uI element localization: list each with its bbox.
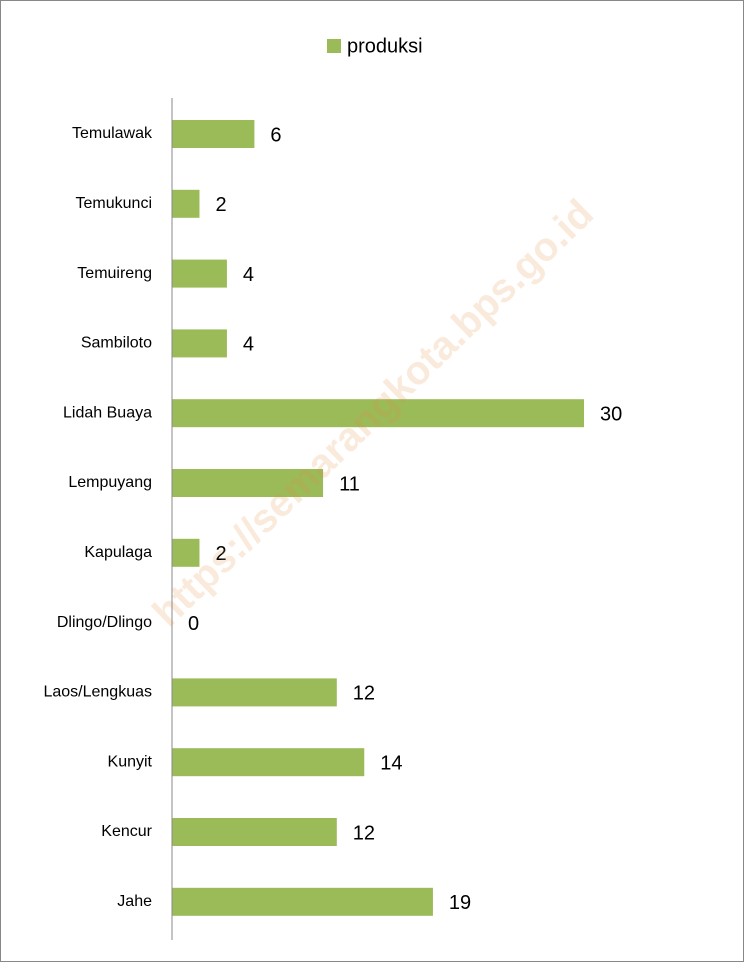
legend-label: produksi (347, 35, 423, 57)
bar (172, 678, 337, 707)
y-tick-label: Temuireng (77, 265, 152, 282)
bar (172, 120, 255, 148)
value-label: 4 (243, 334, 254, 356)
y-tick-label: Laos/Lengkuas (43, 684, 152, 701)
bar (172, 329, 227, 358)
value-label: 19 (449, 892, 471, 914)
value-label: 4 (243, 264, 254, 286)
value-label: 12 (353, 683, 375, 705)
y-tick-label: Jahe (117, 893, 152, 910)
value-label: 30 (600, 403, 622, 425)
bar (172, 259, 227, 288)
bar (172, 818, 337, 846)
y-tick-label: Sambiloto (81, 335, 152, 352)
value-label: 14 (380, 752, 402, 774)
y-tick-label: Kencur (101, 823, 152, 840)
y-tick-label: Kapulaga (84, 544, 152, 561)
bar (172, 538, 200, 567)
y-tick-label: Dlingo/Dlingo (57, 614, 152, 631)
bar (172, 887, 433, 916)
bar (172, 189, 200, 218)
value-label: 2 (215, 194, 226, 216)
bar (172, 469, 324, 497)
legend-swatch (327, 39, 341, 53)
bar (172, 748, 365, 777)
y-tick-label: Lempuyang (68, 474, 152, 491)
value-label: 12 (353, 822, 375, 844)
bar (172, 399, 584, 428)
y-tick-label: Lidah Buaya (63, 404, 152, 421)
value-label: 2 (215, 543, 226, 565)
value-label: 6 (270, 124, 281, 146)
value-label: 11 (339, 473, 360, 495)
y-tick-label: Temulawak (72, 125, 153, 142)
y-tick-label: Kunyit (108, 753, 153, 770)
value-label: 0 (188, 613, 199, 635)
y-tick-label: Temukunci (76, 195, 152, 212)
